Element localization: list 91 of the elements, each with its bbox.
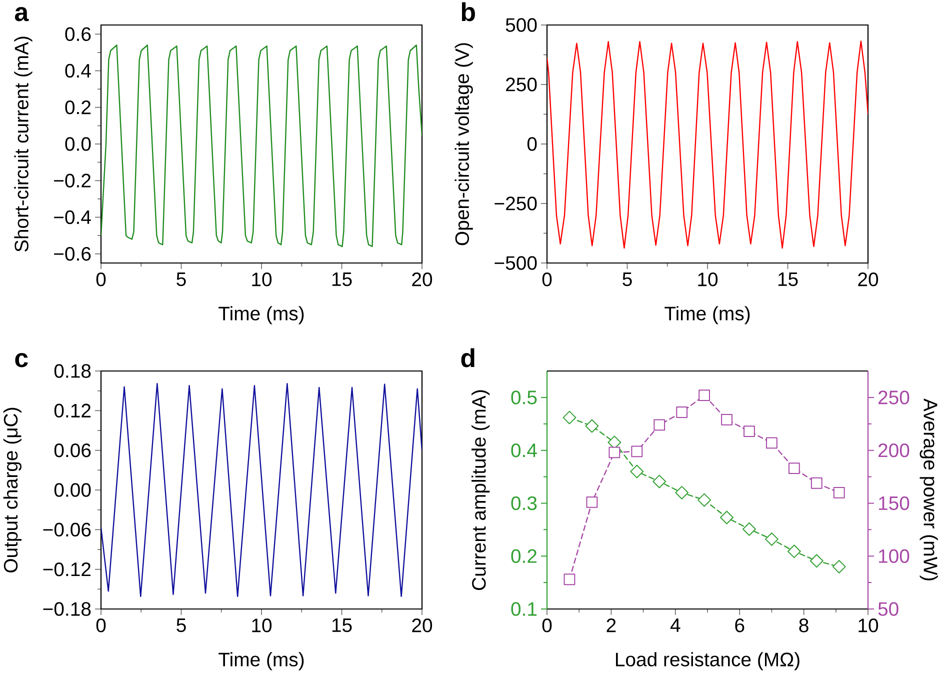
y-tick-label: 0.4 (65, 64, 91, 78)
y-tick-label: −0.6 (54, 246, 91, 261)
y-tick-label: 500 (506, 18, 537, 32)
y-tick-label: 0.1 (511, 602, 537, 616)
point (832, 560, 846, 574)
point (742, 522, 756, 536)
y-axis-title: Output charge (μC) (3, 408, 22, 572)
y2-tick-label: 200 (878, 443, 910, 458)
y-tick-label: 0.6 (65, 27, 91, 42)
x-tick-label: 10 (252, 618, 272, 632)
y-tick-label: 0.12 (54, 404, 90, 418)
y-axis-title: Current amplitude (mA) (472, 390, 490, 590)
y-axis-title: Short-circuit current (mA) (14, 36, 32, 252)
x-tick-label: 0 (96, 618, 106, 632)
y-tick-label: 0.00 (54, 483, 91, 497)
point (676, 406, 688, 418)
point (833, 486, 845, 498)
y-tick-label: 0.2 (65, 100, 90, 114)
x-tick-label: 8 (799, 618, 808, 632)
point (564, 574, 576, 586)
y2-axis-title: Average power (mW) (920, 398, 938, 580)
y2-tick-label: 100 (879, 549, 910, 563)
x-tick-label: 5 (622, 272, 632, 286)
x-tick-label: 20 (412, 618, 432, 632)
y-tick-label: −250 (494, 196, 537, 210)
y-tick-label: −0.06 (43, 522, 91, 537)
x-tick-label: 10 (858, 618, 878, 632)
line-series (547, 40, 868, 249)
point (810, 554, 824, 568)
x-tick-label: 0 (542, 272, 552, 286)
x-tick-label: 0 (96, 272, 106, 286)
x-axis-title: Time (ms) (664, 306, 750, 324)
chart-title: a (14, 7, 29, 22)
chart-title: b (462, 2, 475, 22)
line-series (101, 382, 422, 598)
x-axis-title: Time (ms) (218, 652, 304, 670)
x-tick-label: 4 (670, 618, 680, 632)
point (585, 419, 599, 433)
chart-title: c (15, 353, 28, 368)
y-tick-label: 0.06 (54, 443, 91, 458)
point (586, 496, 598, 508)
y2-tick-label: 150 (879, 496, 910, 510)
x-tick-label: 5 (176, 618, 186, 632)
point (631, 446, 643, 458)
point (787, 544, 801, 558)
point (562, 410, 576, 424)
x-tick-label: 15 (332, 272, 352, 286)
x-tick-label: 10 (252, 272, 272, 286)
x-axis-title: Load resistance (MΩ) (616, 652, 800, 670)
point (608, 446, 620, 458)
y-axis-title: Open-circuit voltage (V) (454, 43, 473, 246)
y-tick-label: 0.18 (54, 364, 91, 378)
line-series (101, 44, 422, 248)
point (675, 486, 689, 500)
point (764, 532, 778, 546)
y-tick-label: 0.2 (511, 549, 537, 563)
x-tick-label: 2 (606, 618, 616, 632)
point (652, 474, 666, 488)
x-tick-label: 10 (698, 272, 718, 286)
y-tick-label: −0.4 (54, 210, 91, 224)
x-tick-label: 5 (176, 272, 186, 286)
y-tick-label: 0 (527, 137, 537, 151)
y-tick-label: 0.3 (511, 496, 537, 510)
point (766, 437, 778, 449)
point (654, 419, 666, 431)
point (744, 426, 755, 437)
x-tick-label: 0 (542, 618, 552, 632)
y2-tick-label: 50 (878, 602, 898, 616)
y-tick-label: 0.5 (511, 390, 537, 404)
y-tick-label: −500 (494, 256, 537, 270)
point (721, 414, 732, 426)
point (720, 510, 734, 524)
point (698, 390, 710, 402)
point (810, 477, 822, 489)
x-tick-label: 15 (778, 272, 798, 286)
x-tick-label: 20 (858, 272, 878, 286)
y-tick-label: 0.0 (65, 137, 91, 151)
x-tick-label: 20 (412, 272, 432, 286)
y-tick-label: 0.4 (511, 443, 537, 458)
x-tick-label: 6 (735, 618, 744, 632)
point (630, 464, 644, 478)
point (788, 462, 800, 474)
x-axis-title: Time (ms) (218, 306, 304, 324)
y-tick-label: −0.18 (43, 602, 91, 616)
point (698, 493, 712, 507)
chart-title: d (461, 348, 474, 368)
x-tick-label: 15 (332, 618, 352, 632)
y-tick-label: 250 (506, 78, 537, 92)
y-tick-label: −0.12 (43, 562, 90, 576)
y2-tick-label: 250 (878, 390, 910, 404)
y-tick-label: −0.2 (54, 174, 91, 188)
